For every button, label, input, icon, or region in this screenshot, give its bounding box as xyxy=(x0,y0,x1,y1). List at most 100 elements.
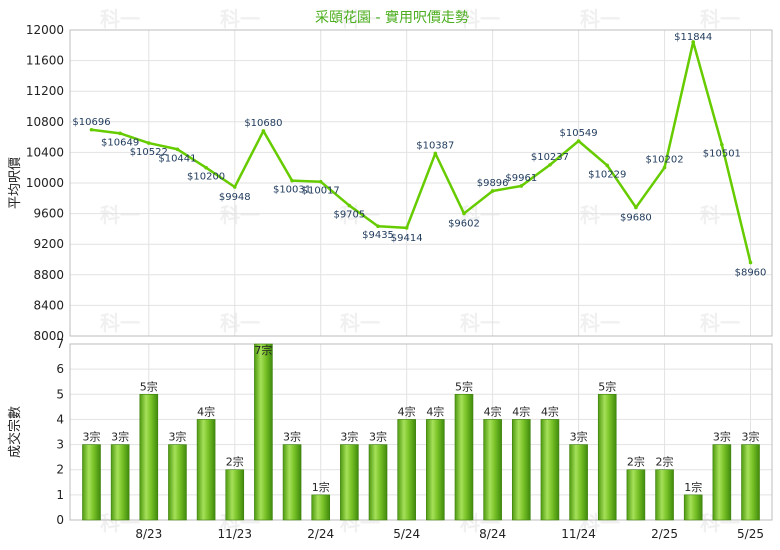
watermark-text: 科一 xyxy=(340,7,380,31)
volume-bar xyxy=(597,393,617,521)
volume-data-label: 1宗 xyxy=(684,480,702,494)
watermark-text: 科一 xyxy=(460,311,500,335)
volume-data-label: 4宗 xyxy=(484,404,502,418)
y-tick-label: 7 xyxy=(56,337,64,351)
volume-bar xyxy=(139,393,159,521)
y-tick-label: 9200 xyxy=(33,237,64,251)
volume-bar xyxy=(569,444,588,521)
plot-frame xyxy=(69,29,773,337)
price-data-label: $9948 xyxy=(219,192,251,203)
price-point xyxy=(433,151,438,156)
y-tick-label: 11200 xyxy=(26,84,64,98)
volume-data-label: 3宗 xyxy=(340,430,358,444)
volume-data-label: 3宗 xyxy=(570,430,588,444)
price-point xyxy=(290,178,294,183)
volume-data-label: 5宗 xyxy=(455,379,473,393)
price-data-label: $11844 xyxy=(674,32,712,43)
volume-bar xyxy=(340,444,359,521)
price-data-label: $9961 xyxy=(505,173,537,184)
price-data-label: $10031 xyxy=(273,185,311,196)
volume-bar xyxy=(82,444,101,521)
price-point xyxy=(146,141,151,145)
volume-bar xyxy=(168,444,187,521)
price-data-label: $10649 xyxy=(101,137,139,148)
watermark-text: 科一 xyxy=(100,203,140,227)
price-point xyxy=(576,139,581,143)
y-tick-label: 11600 xyxy=(26,54,64,68)
x-tick-label: 11/24 xyxy=(561,527,596,541)
price-point xyxy=(519,184,524,188)
volume-bar xyxy=(741,444,760,521)
y-tick-label: 8000 xyxy=(33,329,64,343)
volume-axis-label: 成交宗數 xyxy=(7,406,23,458)
volume-data-label: 3宗 xyxy=(168,430,186,444)
price-point xyxy=(89,127,94,132)
watermark-text: 科一 xyxy=(220,7,260,31)
volume-bar xyxy=(454,393,474,521)
y-tick-label: 0 xyxy=(56,513,64,527)
price-data-label: $10387 xyxy=(416,140,454,151)
volume-data-label: 2宗 xyxy=(627,455,645,469)
volume-bar xyxy=(397,419,416,521)
volume-data-label: 7宗 xyxy=(254,343,272,357)
watermark-text: 科一 xyxy=(580,311,620,335)
price-point xyxy=(118,131,122,136)
chart-title: 采頤花園 - 實用呎價走勢 xyxy=(315,9,469,26)
watermark-text: 科一 xyxy=(580,7,620,31)
price-point xyxy=(376,224,380,229)
volume-data-label: 3宗 xyxy=(369,430,387,444)
watermark-text: 科一 xyxy=(460,203,500,227)
price-point xyxy=(748,260,753,265)
volume-bar xyxy=(540,419,560,521)
volume-data-label: 2宗 xyxy=(656,455,674,469)
volume-bar xyxy=(712,444,732,521)
volume-bar xyxy=(225,469,245,521)
y-tick-label: 10400 xyxy=(26,145,64,159)
volume-bar-chart: 0 1 2 3 4 5 6 7 8/23 11/23 2/24 5/24 8/24 11/24 2/25 5/… xyxy=(7,337,773,541)
watermark-text: 科一 xyxy=(700,7,740,31)
price-point xyxy=(204,165,208,170)
x-tick-label: 2/25 xyxy=(651,527,678,541)
price-data-label: $9705 xyxy=(333,210,365,221)
x-tick-label: 5/24 xyxy=(393,527,420,541)
price-point xyxy=(462,211,466,216)
volume-bar xyxy=(368,444,388,521)
price-series-line xyxy=(91,40,752,263)
price-point xyxy=(662,165,667,170)
x-tick-label: 5/25 xyxy=(737,527,764,541)
watermark-text: 科一 xyxy=(340,311,380,335)
price-point xyxy=(175,147,180,152)
y-tick-label: 5 xyxy=(56,387,64,401)
volume-bar xyxy=(110,444,130,521)
volume-bar xyxy=(483,419,502,521)
volume-data-label: 2宗 xyxy=(226,455,244,469)
price-data-label: $10202 xyxy=(645,155,683,166)
watermark-text: 科一 xyxy=(220,203,260,227)
price-data-label: $8960 xyxy=(735,268,767,279)
watermark-text: 科一 xyxy=(700,311,740,335)
watermark-text: 科一 xyxy=(100,7,140,31)
volume-bar xyxy=(655,469,674,521)
volume-data-label: 5宗 xyxy=(140,379,158,393)
price-point xyxy=(261,129,266,133)
price-data-label: $9896 xyxy=(477,178,509,189)
price-data-label: $10501 xyxy=(703,149,741,160)
price-data-label: $10680 xyxy=(244,118,282,129)
volume-data-label: 4宗 xyxy=(512,404,530,418)
x-tick-label: 11/23 xyxy=(217,527,252,541)
y-tick-label: 8400 xyxy=(33,298,64,312)
price-data-label: $9680 xyxy=(620,212,652,223)
volume-data-label: 4宗 xyxy=(541,404,559,418)
watermark-text: 科一 xyxy=(220,311,260,335)
price-point xyxy=(634,205,638,210)
x-tick-label: 2/24 xyxy=(307,527,334,541)
y-tick-label: 8800 xyxy=(33,268,64,282)
volume-data-label: 5宗 xyxy=(598,379,616,393)
watermark-text: 科一 xyxy=(580,203,620,227)
price-data-label: $9435 xyxy=(362,230,394,241)
volume-data-label: 4宗 xyxy=(398,404,416,418)
price-data-label: $10522 xyxy=(130,147,168,158)
price-point xyxy=(347,203,352,208)
volume-bar xyxy=(196,419,216,521)
